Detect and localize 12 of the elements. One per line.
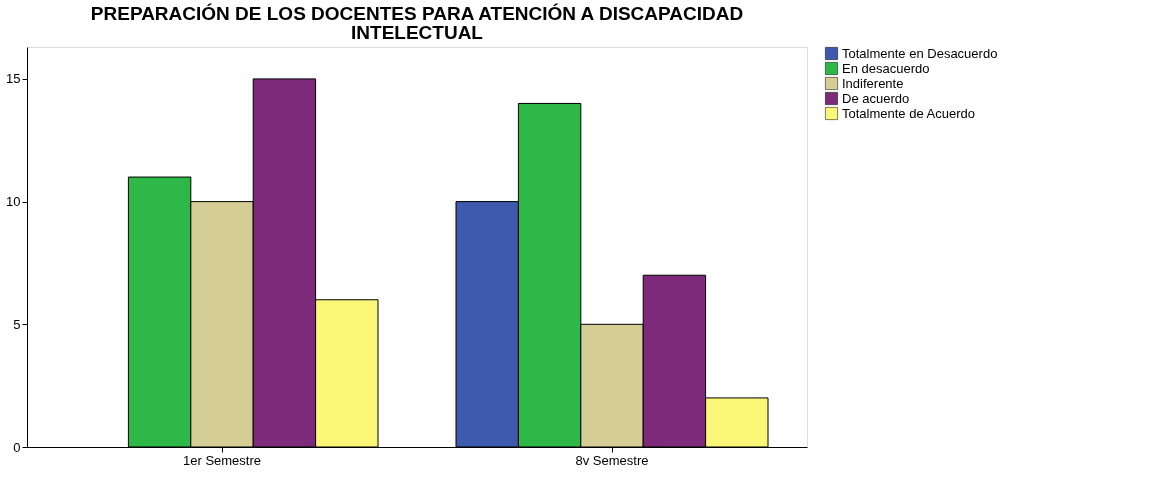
- x-tick-label: 1er Semestre: [182, 452, 262, 468]
- y-tick-label: 15: [6, 71, 21, 87]
- chart-title: PREPARACIÓN DE LOS DOCENTES PARA ATENCIÓN A DISCAPACIDAD INTELECTUAL: [90, 3, 744, 43]
- legend-label: Totalmente en Desacuerdo: [842, 45, 998, 61]
- legend-label: Totalmente de Acuerdo: [842, 105, 975, 121]
- y-tick-label: 5: [13, 316, 21, 332]
- legend-label: En desacuerdo: [842, 60, 930, 76]
- y-tick-label: 10: [6, 194, 21, 210]
- x-tick-label: 8v Semestre: [575, 452, 649, 468]
- legend-label: De acuerdo: [842, 90, 910, 106]
- y-tick-label: 0: [13, 439, 21, 455]
- legend-label: Indiferente: [842, 75, 904, 91]
